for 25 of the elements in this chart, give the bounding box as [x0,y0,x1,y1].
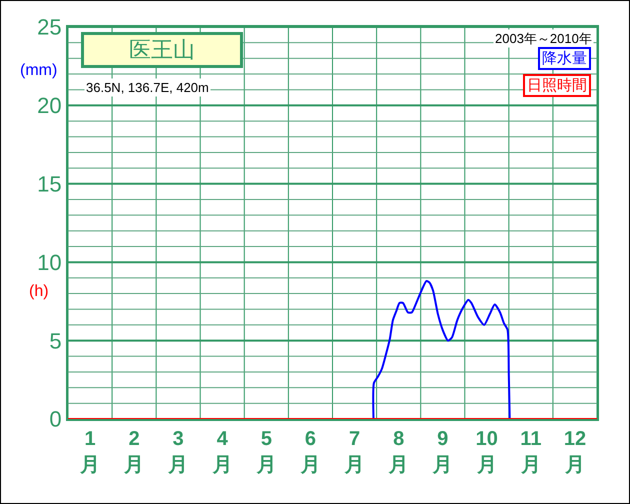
y-tick-label: 10 [37,250,62,275]
y-tick-label: 0 [49,406,62,432]
x-tick-label: 3 月 [167,428,188,476]
x-tick-label: 7 月 [344,428,365,476]
y2-axis-title: (h) [29,283,49,300]
y-tick-label: 5 [49,328,62,354]
y-tick-label: 15 [37,172,62,196]
x-tick-label: 10 月 [476,428,498,476]
x-tick-label: 11 月 [520,428,542,476]
x-tick-label: 2 月 [123,428,144,476]
x-tick-label: 5 月 [255,428,276,476]
text: 36.5N, 136.7E, 420m [86,80,209,95]
x-tick-label: 8 月 [388,428,409,476]
y-tick-label: 25 [37,14,62,40]
annotation: 2003年～2010年 [495,31,592,46]
x-tick-label: 6 月 [299,428,320,476]
legend-label: 降水量 [542,50,587,67]
x-tick-label: 12 月 [564,428,586,476]
legend-label: 日照時間 [527,77,587,94]
x-tick-label: 4 月 [211,428,232,476]
line-series [372,280,511,419]
x-tick-label: 1 月 [79,428,100,476]
x-tick-label: 9 月 [432,428,453,476]
y-axis-title: (mm) [20,62,58,79]
y-tick-label: 20 [37,93,62,118]
